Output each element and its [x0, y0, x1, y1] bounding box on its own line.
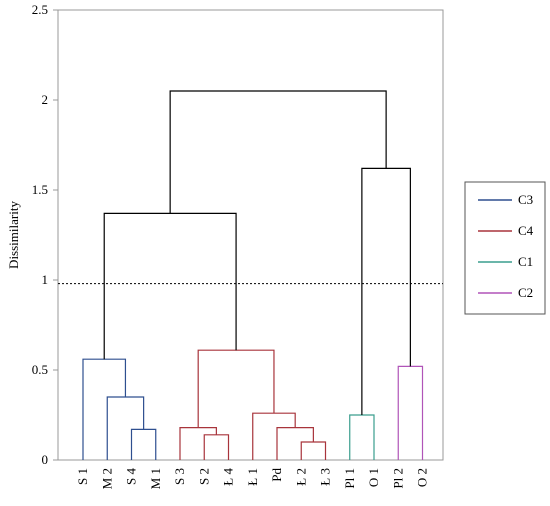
- legend-box: [464, 181, 546, 315]
- link-m8: [252, 412, 296, 460]
- y-axis: 0 0.5 1 1.5 2 2.5: [32, 2, 58, 467]
- link-m2: [106, 396, 145, 460]
- legend-label-c2: C2: [518, 285, 533, 300]
- legend-label-c4: C4: [518, 223, 534, 238]
- link-m3: [82, 358, 127, 460]
- leaf-label-2: S 4: [124, 468, 139, 485]
- link-m13: [361, 167, 411, 415]
- leaf-label-11: Pl 1: [342, 468, 357, 489]
- leaf-label-6: Ł 4: [221, 468, 236, 486]
- leaf-label-10: Ł 3: [318, 468, 333, 486]
- leaf-label-0: S 1: [75, 468, 90, 485]
- leaf-labels: S 1 M 2 S 4 M 1 S 3 S 2 Ł 4 Ł 1 Pd Ł 2 Ł 3 Pl 1 O 1 P…: [75, 468, 430, 490]
- link-m9: [197, 349, 275, 428]
- legend: C3 C4 C1 C2: [464, 181, 546, 315]
- leaf-label-14: O 2: [415, 468, 430, 487]
- link-m7: [276, 427, 314, 460]
- link-m4: [203, 434, 230, 460]
- leaf-label-3: M 1: [148, 468, 163, 489]
- leaf-label-9: Ł 2: [293, 468, 308, 486]
- link-m14: [169, 90, 387, 214]
- leaf-label-7: Ł 1: [245, 468, 260, 486]
- link-m11: [397, 365, 424, 460]
- leaf-label-12: O 1: [366, 468, 381, 487]
- leaf-label-5: S 2: [196, 468, 211, 485]
- leaf-label-13: Pl 2: [390, 468, 405, 489]
- legend-label-c3: C3: [518, 192, 533, 207]
- dendrogram-links: [82, 90, 424, 460]
- y-tick-label-1: 0.5: [32, 362, 48, 377]
- plot-frame: [57, 9, 444, 461]
- y-tick-label-5: 2.5: [32, 2, 48, 17]
- y-tick-label-0: 0: [42, 452, 49, 467]
- link-m1: [130, 428, 157, 460]
- y-axis-label: Dissimilarity: [6, 201, 21, 269]
- link-m12: [103, 212, 237, 360]
- leaf-label-1: M 2: [99, 468, 114, 489]
- y-tick-label-2: 1: [42, 272, 49, 287]
- leaf-label-8: Pd: [269, 468, 284, 482]
- legend-label-c1: C1: [518, 254, 533, 269]
- link-m6: [300, 441, 327, 460]
- leaf-label-4: S 3: [172, 468, 187, 485]
- y-tick-label-4: 2: [42, 92, 49, 107]
- y-tick-label-3: 1.5: [32, 182, 48, 197]
- link-m5: [179, 427, 217, 460]
- link-m10: [349, 414, 375, 460]
